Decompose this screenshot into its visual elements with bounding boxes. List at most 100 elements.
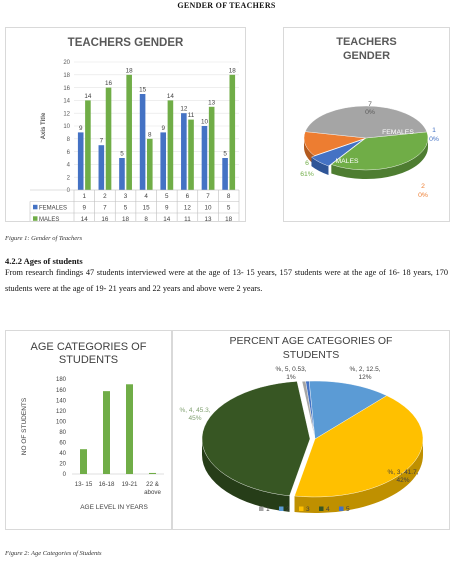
legend-label: 2 (286, 506, 290, 513)
slice-percent: 0% (429, 136, 439, 143)
bar (160, 132, 167, 190)
percent-age-pie-chart: PERCENT AGE CATEGORIES OF STUDENTS %, 5,… (172, 330, 450, 530)
slice-percent: 0% (418, 192, 428, 199)
legend-label: FEMALES (39, 206, 67, 212)
x-tick-label: 8 (227, 193, 231, 200)
slice-label: FEMALES (382, 129, 414, 136)
y-tick-label: 6 (67, 150, 71, 156)
y-tick-label: 120 (56, 409, 67, 415)
chart-title-line1: PERCENT AGE CATEGORIES OF (229, 335, 393, 347)
bar (167, 100, 174, 190)
bar (149, 472, 156, 474)
y-tick-label: 4 (67, 163, 71, 169)
legend-swatch (279, 506, 284, 511)
bar (85, 100, 91, 190)
slice-percent: 61% (300, 171, 314, 178)
table-cell: 13 (205, 216, 213, 221)
slice-label: 12% (358, 374, 371, 381)
slice-label: %, 5, 0.53, (275, 366, 306, 373)
bar (146, 138, 153, 190)
y-tick-label: 8 (67, 137, 71, 143)
slice-value: 6 (305, 160, 309, 167)
table-cell: 10 (205, 205, 213, 212)
slice-value: 1 (432, 127, 436, 134)
bar (77, 132, 84, 190)
table-cell: 18 (122, 216, 130, 221)
y-tick-label: 40 (59, 451, 66, 457)
x-tick-label: 6 (186, 193, 190, 200)
y-tick-label: 160 (56, 388, 67, 394)
slice-label: %, 2, 12.5, (349, 366, 380, 373)
figure2-caption: Figure 2: Age Categories of Students (5, 550, 102, 557)
bar (103, 391, 110, 474)
data-label: 8 (148, 131, 152, 138)
pie-slice (308, 380, 388, 440)
x-tick-label: above (144, 489, 161, 496)
bar (80, 449, 87, 474)
y-tick-label: 14 (63, 99, 70, 105)
age-categories-bar-chart: AGE CATEGORIES OF STUDENTS 0 20 40 60 80 100 1… (5, 330, 172, 530)
x-tick-label: 3 (124, 193, 128, 200)
slice-label: 42% (396, 477, 409, 484)
data-label: 5 (120, 151, 124, 158)
bar (188, 119, 194, 190)
table-cell: 18 (225, 216, 233, 221)
data-label: 7 (100, 138, 104, 145)
x-tick-label: 7 (206, 193, 210, 200)
slice-label: MALES (335, 158, 359, 165)
table-cell: 15 (143, 205, 151, 212)
figure1-caption: Figure 1: Gender of Teachers (5, 235, 83, 242)
x-tick-label: 4 (144, 193, 148, 200)
pie-chart-svg: %, 5, 0.53,1%%, 2, 12.5,12%%, 3, 41.7,42… (179, 366, 424, 513)
pie-slice-side (331, 138, 428, 179)
x-tick-label: 5 (165, 193, 169, 200)
table-cell: 12 (184, 205, 192, 212)
y-tick-label: 0 (67, 188, 71, 194)
pie-slice-side (294, 439, 423, 513)
pie-slice (311, 139, 364, 167)
y-tick-label: 18 (63, 73, 70, 79)
bar (105, 87, 112, 190)
bar (208, 106, 215, 190)
table-cell: 16 (101, 216, 109, 221)
section-heading: 4.2.2 Ages of students (5, 256, 83, 266)
chart-title-line1: AGE CATEGORIES OF (30, 341, 147, 353)
legend-swatch (33, 216, 38, 221)
y-tick-label: 140 (56, 398, 67, 404)
slice-label: 1% (286, 374, 296, 381)
pie-slice (294, 395, 424, 498)
chart-title-line2: STUDENTS (58, 354, 119, 366)
paragraph: From research findings 47 students inter… (5, 268, 448, 294)
legend-swatch (319, 506, 324, 511)
legend-label: 5 (346, 506, 350, 513)
bar (119, 158, 125, 190)
table-cell: 14 (163, 216, 171, 221)
bar (126, 384, 133, 474)
x-axis-title: AGE LEVEL IN YEARS (80, 504, 148, 511)
y-tick-label: 10 (63, 124, 70, 130)
teachers-gender-bar-chart: TEACHERS GENDER 0 2 4 6 8 10 12 14 16 18 20 Axis Ti… (5, 27, 246, 222)
chart-title-line2: GENDER (342, 50, 391, 62)
data-label: 12 (180, 106, 188, 113)
pie-slice (304, 105, 428, 139)
legend-swatch (299, 506, 304, 511)
bar (98, 145, 105, 190)
y-tick-label: 20 (63, 60, 70, 66)
legend-label: MALES (39, 217, 59, 221)
x-tick-label: 19-21 (122, 481, 138, 488)
legend-label: 1 (266, 506, 270, 513)
table-cell: 11 (184, 216, 191, 221)
bar (201, 126, 208, 190)
table-cell: 14 (81, 216, 89, 221)
pie-slice (301, 381, 316, 440)
x-tick-label: 1 (83, 193, 87, 200)
legend-label: 4 (326, 506, 330, 513)
slice-label: 45% (188, 415, 201, 422)
x-tick-label: 13- 15 (75, 481, 93, 488)
bar (181, 113, 187, 190)
page-heading: GENDER OF TEACHERS (177, 1, 276, 10)
data-label: 15 (139, 87, 147, 94)
bar-chart-svg: 0 20 40 60 80 100 120 140 160 180 NO OF STUDENTS 13… (21, 377, 164, 511)
legend-swatch (33, 204, 38, 210)
